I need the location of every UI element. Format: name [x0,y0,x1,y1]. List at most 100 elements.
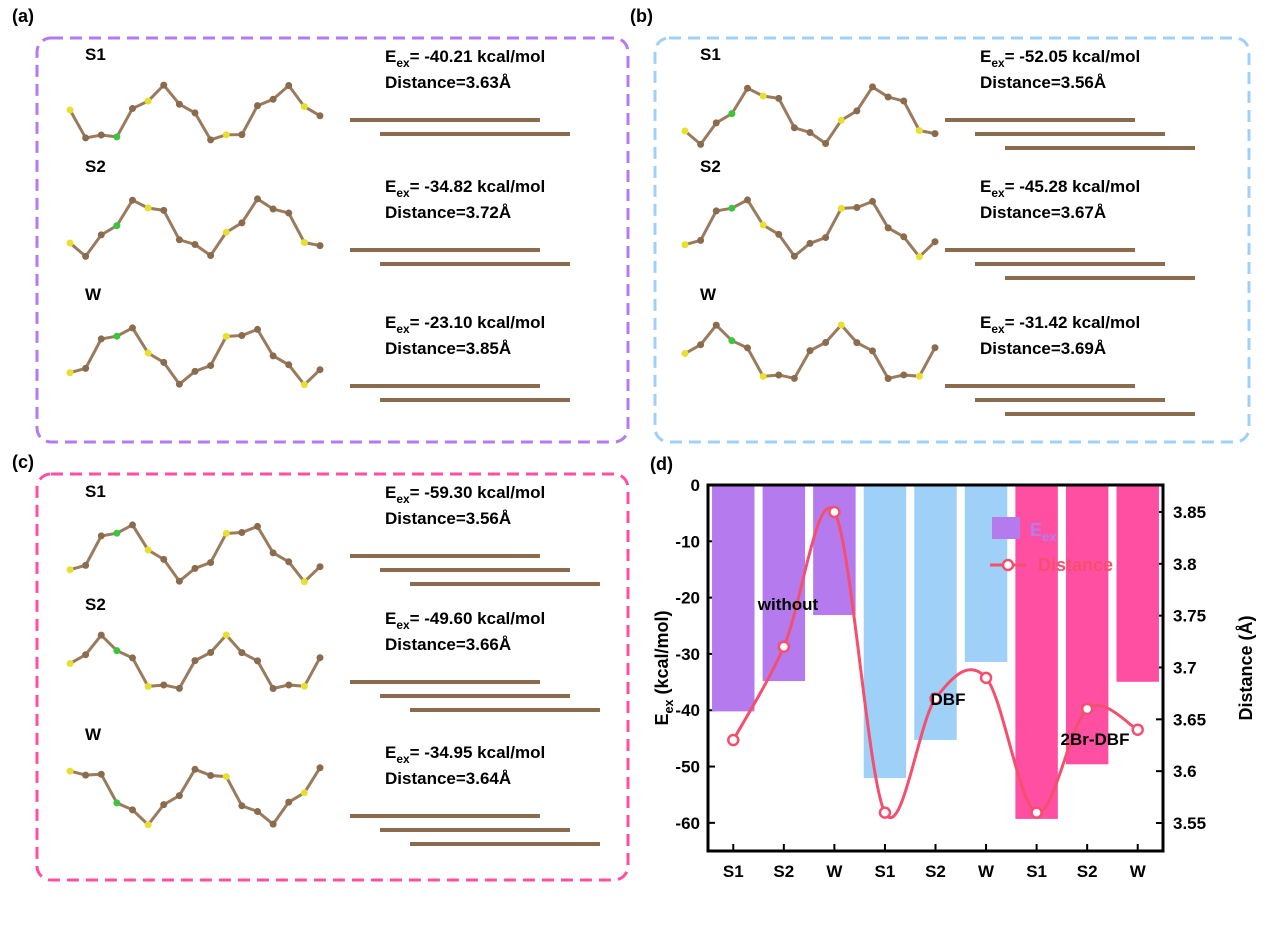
y2-tick-label: 3.7 [1173,658,1197,677]
molecule-atom [269,685,277,693]
molecule-atom [238,649,246,657]
x-tick-label: W [826,862,843,881]
molecule-atom [269,205,277,213]
distance-label: Distance=3.63Å [385,73,511,92]
y-tick-label: -30 [675,645,700,664]
bar [1065,485,1109,765]
y2-tick-label: 3.6 [1173,762,1197,781]
molecule-atom [869,197,876,205]
row-name: S2 [85,595,106,614]
molecule-atom [238,219,246,227]
molecule-atom [884,375,892,383]
distance-label: Distance=3.66Å [385,635,511,654]
molecule-atom [681,127,689,135]
text-sub: ex [396,618,410,632]
y-tick-label: -10 [675,532,700,551]
molecule-atom [744,344,751,352]
x-tick-label: S1 [723,862,744,881]
annotation: without [757,595,819,614]
point [929,692,942,705]
molecule-atom [82,651,90,659]
energy-label: Eex= -52.05 kcal/mol [980,47,1140,70]
distance-label: Distance=3.69Å [980,339,1106,358]
text-rest: = -23.10 kcal/mol [410,313,546,332]
point [828,505,841,519]
molecule-atom [144,349,152,357]
legend-label: Eex [1030,520,1057,544]
molecule-atom [66,660,74,668]
molecule-atom [759,92,767,100]
molecule-atom [160,555,168,563]
molecule-atom [113,222,121,230]
molecule-atom [129,654,136,662]
distance-label: Distance=3.56Å [980,73,1106,92]
point [1080,702,1094,716]
molecule-atom [222,631,230,639]
molecule-atom [207,559,215,567]
text-sub: ex [396,492,410,506]
energy-label: Eex= -45.28 kcal/mol [980,177,1140,200]
text-main: E [980,177,991,196]
molecule-atom [822,140,830,148]
y2-tick-label: 3.75 [1173,607,1206,626]
molecule-atom [97,231,105,239]
panel-label: (d) [650,454,673,474]
molecule-atom [97,131,105,139]
molecule-atom [285,798,293,806]
molecule-atom [931,344,939,352]
molecule-atom [238,802,246,810]
molecule-atom [853,107,861,115]
row-name: S2 [85,157,106,176]
molecule-atom [222,228,230,236]
molecule-atom [316,563,324,571]
molecule-atom [113,133,121,141]
row-name: S1 [700,45,721,64]
molecule-atom [113,332,121,340]
molecule-atom [238,528,246,536]
molecule-atom [300,381,308,389]
text-sub: ex [991,56,1005,70]
molecule-atom [82,252,90,260]
molecule-atom [869,347,876,355]
molecule-atom [728,337,736,345]
molecule-atom [175,577,183,585]
molecule-atom [66,106,74,114]
molecule-atom [207,252,215,260]
molecule-atom [66,239,74,247]
point [1030,806,1043,819]
molecule-atom [285,558,293,566]
panel-label: (b) [630,6,653,26]
molecule-atom [254,102,261,110]
molecule-atom [175,792,183,800]
molecule-atom [144,204,152,212]
molecule-atom [207,772,215,780]
molecule-atom [175,380,183,388]
text-main: E [385,47,396,66]
molecule-atom [712,207,720,215]
molecule-atom [697,140,705,148]
molecule-atom [254,807,261,815]
text-sub: ex [991,186,1005,200]
molecule-atom [316,654,324,662]
text-main: E [385,483,396,502]
molecule-atom [775,94,783,102]
molecule-atom [790,374,798,382]
text-rest: = -40.21 kcal/mol [410,47,546,66]
molecule-bond [69,522,322,584]
distance-label: Distance=3.85Å [385,339,511,358]
y2-axis-label: Distance (Å) [1236,615,1256,720]
molecule-atom [900,97,908,105]
molecule-atom [160,358,168,366]
molecule-atom [191,367,199,375]
molecule-atom [316,242,324,250]
molecule-atom [775,371,783,379]
molecule-atom [285,361,293,369]
molecule-atom [712,321,720,329]
molecule-atom [744,84,751,92]
molecule-atom [728,204,736,212]
molecule-atom [66,767,74,775]
energy-label: Eex= -23.10 kcal/mol [385,313,545,336]
legend-label: Distance [1038,555,1113,575]
annotation: DBF [931,690,966,709]
distance-label: Distance=3.64Å [385,769,511,788]
